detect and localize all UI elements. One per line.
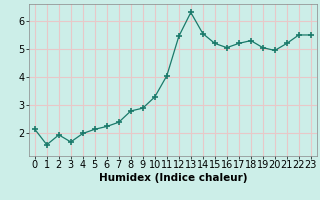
X-axis label: Humidex (Indice chaleur): Humidex (Indice chaleur) bbox=[99, 173, 247, 183]
